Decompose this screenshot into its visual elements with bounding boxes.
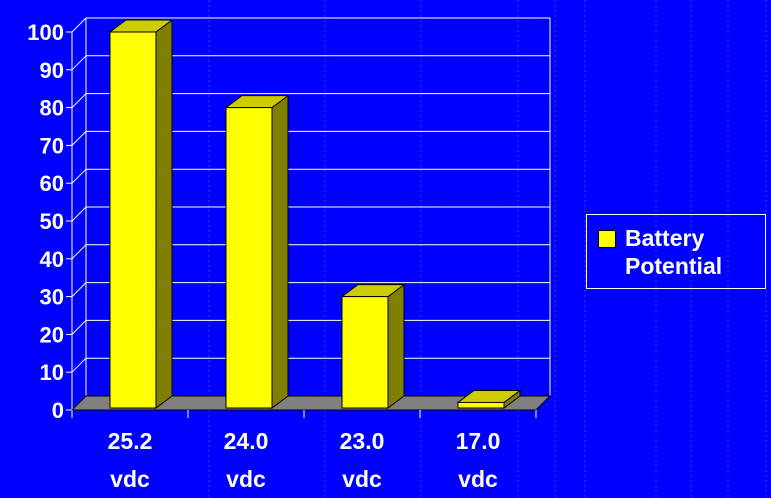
x-category-label: 23.0 [340,428,385,454]
bar-side [155,19,173,409]
depth-line-40 [71,244,87,260]
y-tick-label: 100 [27,20,64,45]
bar [109,31,157,409]
y-tick-label: 40 [40,247,64,272]
y-tick-label: 20 [40,322,64,347]
y-tick-label: 80 [40,96,64,121]
y-tick-label: 60 [40,171,64,196]
x-category-label: 17.0 [456,428,501,454]
y-tick-label: 0 [52,398,64,423]
x-category-label: vdc [226,466,266,492]
depth-line-60 [71,168,87,184]
depth-line-50 [71,206,87,222]
y-tick-label: 30 [40,285,64,310]
chart-floor [70,395,552,411]
x-category-label: 24.0 [224,428,269,454]
legend-label-line-2: Potential [625,253,723,279]
depth-line-90 [71,55,87,71]
x-category-label: vdc [458,466,498,492]
depth-line-80 [71,93,87,108]
depth-line-30 [71,282,87,297]
legend-swatch [598,230,616,248]
bar [225,107,273,409]
y-tick-label: 50 [40,209,64,234]
y-tick-label: 70 [40,133,64,158]
x-category-label: vdc [110,466,150,492]
depth-line-20 [71,320,87,335]
chart-legend: Battery Potential [586,214,766,289]
bar [457,401,505,409]
legend-label-line-1: Battery [625,225,705,251]
depth-line-70 [71,131,87,146]
bar-side [271,94,289,409]
y-tick-label: 90 [40,58,64,83]
legend-label: Battery Potential [625,224,765,280]
depth-line-100 [71,17,87,33]
bar-side [387,283,405,409]
y-tick-label: 10 [40,360,64,385]
depth-line-10 [71,357,87,373]
bar [341,296,389,409]
x-category-label: 25.2 [108,428,153,454]
x-category-label: vdc [342,466,382,492]
